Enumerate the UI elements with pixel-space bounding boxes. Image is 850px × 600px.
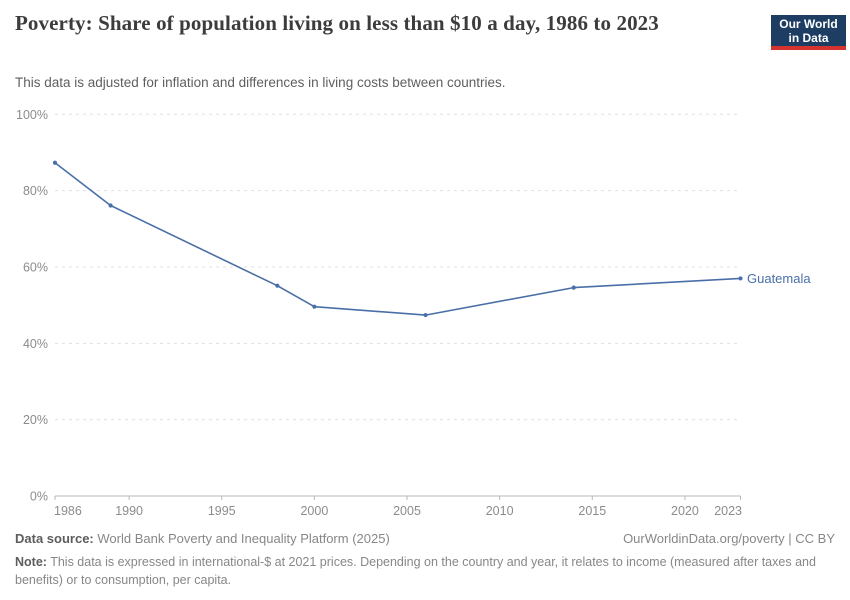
- data-point-marker[interactable]: [312, 304, 317, 309]
- chart-subtitle: This data is adjusted for inflation and …: [15, 75, 506, 90]
- data-point-marker[interactable]: [738, 276, 743, 281]
- owid-logo[interactable]: Our World in Data: [771, 15, 846, 50]
- x-tick-label: 2023: [714, 504, 742, 518]
- series-line[interactable]: [54, 162, 742, 316]
- x-tick-label: 2005: [393, 504, 421, 518]
- x-tick-label: 1990: [115, 504, 143, 518]
- y-tick-label: 80%: [23, 184, 48, 198]
- data-point-marker[interactable]: [108, 203, 113, 208]
- data-point-marker[interactable]: [423, 312, 428, 318]
- x-tick-label: 1995: [208, 504, 236, 518]
- page-title: Poverty: Share of population living on l…: [15, 11, 659, 35]
- owid-logo-line2: in Data: [788, 30, 829, 45]
- series-end-label[interactable]: Guatemala: [747, 271, 811, 286]
- chart-footer: Data source: World Bank Poverty and Ineq…: [15, 531, 835, 589]
- x-tick-label: 2010: [486, 504, 514, 518]
- note-text: This data is expressed in international-…: [15, 555, 816, 588]
- owid-logo-line1: Our World: [779, 16, 838, 31]
- y-tick-label: 40%: [23, 337, 48, 351]
- data-source-label: Data source:: [15, 531, 94, 546]
- y-tick-label: 0%: [30, 490, 48, 504]
- note-label: Note:: [15, 555, 47, 569]
- chart-note: Note: This data is expressed in internat…: [15, 553, 833, 589]
- x-tick-label: 1986: [54, 504, 82, 518]
- data-source-text: World Bank Poverty and Inequality Platfo…: [97, 531, 390, 546]
- y-tick-label: 20%: [23, 413, 48, 427]
- data-point-marker[interactable]: [275, 283, 280, 288]
- x-tick-label: 2000: [300, 504, 328, 518]
- data-point-marker[interactable]: [571, 285, 576, 290]
- data-point-marker[interactable]: [52, 160, 58, 165]
- y-tick-label: 60%: [23, 260, 48, 274]
- license-link[interactable]: OurWorldinData.org/poverty | CC BY: [623, 531, 835, 546]
- y-tick-label: 100%: [16, 108, 48, 122]
- data-source-line: Data source: World Bank Poverty and Ineq…: [15, 531, 390, 546]
- x-tick-label: 2020: [671, 504, 699, 518]
- x-tick-label: 2015: [578, 504, 606, 518]
